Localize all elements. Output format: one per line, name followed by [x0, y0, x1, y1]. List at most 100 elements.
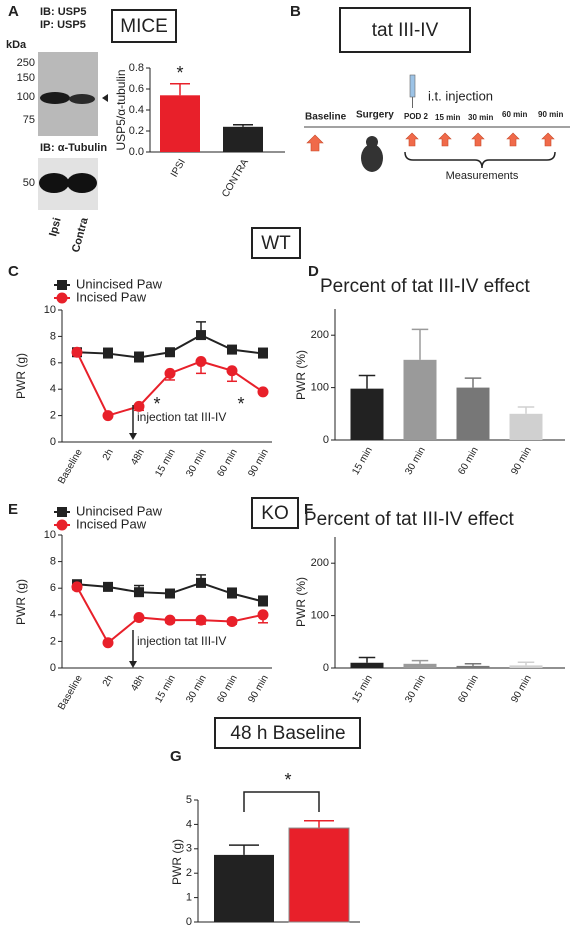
y-tick-label: 5 — [186, 794, 192, 806]
marker — [257, 609, 269, 621]
measurements-label: Measurements — [446, 170, 519, 182]
syringe — [409, 74, 416, 98]
blot-label: IP: USP5 — [40, 19, 86, 31]
marker — [71, 581, 83, 593]
x-tick-label: 90 min — [246, 673, 271, 704]
y-tick-label: 6 — [50, 582, 56, 594]
y-tick-label: 10 — [44, 529, 56, 541]
marker — [258, 596, 268, 607]
marker — [133, 400, 145, 412]
x-tick-label: 60 min — [215, 673, 240, 704]
bar — [403, 663, 437, 668]
x-tick-label: 15 min — [153, 673, 178, 704]
y-tick-label: 4 — [50, 609, 56, 621]
arrow-up — [506, 132, 520, 147]
annotation: * — [237, 394, 244, 414]
bar — [456, 387, 490, 440]
panel-label: B — [290, 3, 301, 20]
bar — [288, 827, 350, 923]
x-tick-label: 90 min — [509, 673, 534, 704]
x-tick-label: 30 min — [403, 673, 428, 704]
marker — [226, 615, 238, 627]
panel-label: E — [8, 501, 18, 518]
timeline-label: Surgery — [356, 110, 394, 121]
marker — [102, 410, 114, 422]
annotation-arrowhead — [129, 661, 137, 668]
arrow-up — [471, 132, 485, 147]
marker — [165, 347, 175, 358]
y-tick-label: 200 — [311, 329, 329, 341]
x-tick-label: Baseline — [56, 673, 85, 712]
timeline-label: 30 min — [468, 113, 493, 122]
x-tick-label: IPSI — [169, 157, 188, 179]
y-tick-label: 2 — [186, 867, 192, 879]
blot-band — [40, 92, 70, 104]
y-tick-label: 0 — [50, 662, 56, 674]
x-tick-label: 15 min — [153, 447, 178, 478]
marker — [165, 588, 175, 599]
annotation: injection tat III-IV — [137, 410, 226, 424]
label-box — [251, 227, 301, 259]
marker — [164, 367, 176, 379]
chart-title: 48 h Baseline — [230, 723, 345, 744]
bar — [223, 126, 263, 152]
y-tick-label: 10 — [44, 304, 56, 316]
arrows — [306, 132, 555, 152]
significance-bracket — [243, 791, 320, 812]
marker — [196, 330, 206, 341]
x-tick-label: 30 min — [184, 447, 209, 478]
blot-marker: 150 — [17, 72, 35, 84]
y-tick-label: 8 — [50, 556, 56, 568]
timeline-label: 15 min — [435, 113, 460, 122]
blot-label: IB: α-Tubulin — [40, 142, 107, 154]
group-label: KO — [261, 503, 288, 524]
band-arrow — [102, 94, 108, 102]
marker — [164, 614, 176, 626]
marker — [71, 346, 83, 358]
marker — [227, 344, 237, 355]
chart-title: Percent of tat III-IV effect — [304, 509, 515, 530]
mouse-icon — [366, 136, 378, 148]
timeline-label: 90 min — [538, 110, 563, 119]
blot-marker: 250 — [17, 57, 35, 69]
x-tick-label: 15 min — [350, 445, 375, 476]
y-tick-label: 100 — [311, 610, 329, 622]
marker — [257, 386, 269, 398]
marker — [227, 588, 237, 599]
brace — [404, 151, 556, 169]
y-tick-label: 0.0 — [129, 146, 144, 158]
x-tick-label: 30 min — [184, 673, 209, 704]
marker — [103, 581, 113, 592]
y-axis-label: PWR (g) — [14, 579, 28, 625]
y-tick-label: 2 — [50, 410, 56, 422]
timeline-label: Baseline — [305, 112, 347, 123]
label-box — [251, 497, 299, 529]
legend-label: Unincised Paw — [76, 503, 163, 518]
marker — [258, 348, 268, 359]
bar — [214, 854, 274, 922]
annotation: injection tat III-IV — [137, 634, 226, 648]
marker — [134, 352, 144, 363]
x-tick-label: 48h — [129, 673, 147, 693]
annotation-arrowhead — [129, 433, 137, 440]
marker — [102, 637, 114, 649]
x-tick-label: 2h — [101, 447, 116, 462]
y-axis-label: PWR (g) — [170, 839, 184, 885]
annotation: * — [284, 770, 291, 790]
group-label: WT — [261, 233, 291, 254]
timeline-label: i.t. injection — [428, 88, 493, 103]
y-tick-label: 4 — [50, 383, 56, 395]
mice-label: MICE — [120, 16, 168, 37]
x-tick-label: 90 min — [509, 445, 534, 476]
mouse-icon — [361, 144, 383, 172]
y-axis-label: PWR (g) — [14, 353, 28, 399]
y-tick-label: 200 — [311, 557, 329, 569]
legend-label: Unincised Paw — [76, 276, 163, 291]
x-tick-label: Baseline — [56, 447, 85, 486]
line — [76, 351, 264, 417]
y-tick-label: 2 — [50, 635, 56, 647]
blot-unit: kDa — [6, 39, 27, 51]
x-tick-label: 60 min — [456, 445, 481, 476]
y-tick-label: 0 — [186, 916, 192, 925]
